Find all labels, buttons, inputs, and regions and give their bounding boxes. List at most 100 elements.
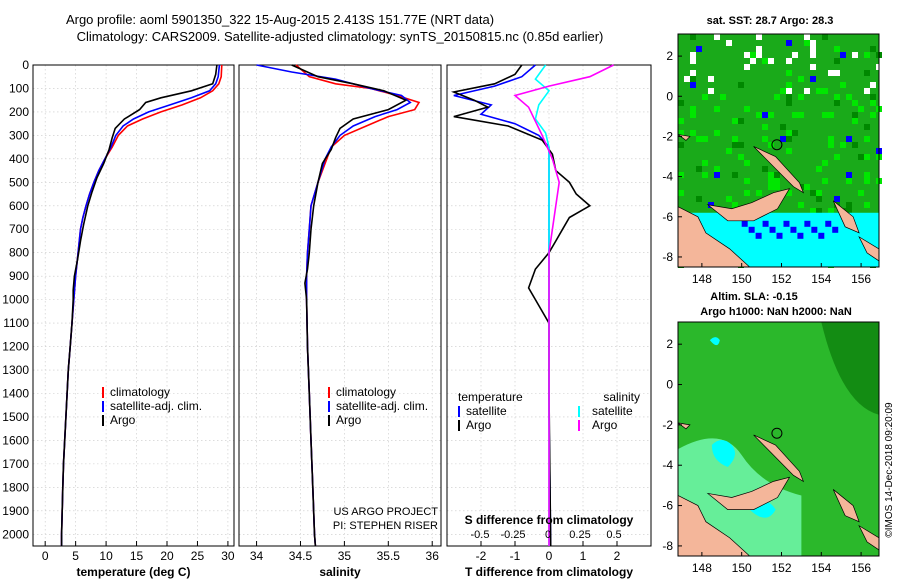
legend-swatch (102, 415, 104, 426)
plot-frame (32, 64, 235, 547)
legend-label: satellite (466, 404, 507, 418)
map-x-tick-label: 152 (771, 561, 791, 575)
credit-project: US ARGO PROJECT (333, 506, 438, 518)
map-pixel (732, 172, 738, 178)
map-pixel (690, 52, 696, 58)
map-pixel (798, 76, 804, 82)
map-pixel (708, 76, 714, 82)
x-tick-label: 1 (580, 549, 587, 563)
map-pixel (744, 190, 750, 196)
x-tick-label-top: 0.25 (569, 529, 590, 541)
map-pixel (834, 58, 840, 64)
x-tick-label-top: -0.25 (500, 529, 525, 541)
map-pixel (702, 160, 708, 166)
y-tick-label: 800 (9, 246, 29, 260)
map-pixel (846, 202, 852, 208)
map-pixel (846, 178, 852, 184)
map-y-tick-label: 0 (666, 378, 673, 392)
map-y-tick-label: 2 (666, 337, 673, 351)
map-y-tick-label: 2 (666, 49, 673, 63)
legend-label: satellite-adj. clim. (336, 399, 428, 413)
map-pixel (834, 70, 840, 76)
x-tick-label: 0 (546, 549, 553, 563)
map-pixel (792, 52, 798, 58)
map-pixel (810, 52, 816, 58)
map-pixel (786, 130, 792, 136)
legend-label: satellite (592, 404, 633, 418)
map-pixel (810, 46, 816, 52)
map-y-tick-label: 0 (666, 89, 673, 103)
map-pixel (864, 88, 870, 94)
map-pixel (690, 112, 696, 118)
map-pixel (786, 40, 792, 46)
map-pixel (852, 112, 858, 118)
map-pixel (690, 76, 696, 82)
map-x-tick-label: 156 (851, 561, 871, 575)
y-tick-label: 1600 (2, 433, 29, 447)
map-pixel (828, 70, 834, 76)
map-pixel (714, 166, 720, 172)
map-pixel (756, 46, 762, 52)
legend-swatch (458, 406, 460, 417)
map-pixel (786, 82, 792, 88)
map-frame (677, 321, 880, 557)
map-pixel (816, 208, 822, 214)
legend-swatch (328, 415, 330, 426)
map-pixel (786, 190, 792, 196)
map-pixel (748, 226, 755, 233)
map-pixel (780, 88, 786, 94)
y-tick-label: 1400 (2, 386, 29, 400)
series-line-satellite-adj-clim- (256, 64, 412, 547)
legend-label: Argo (336, 413, 362, 427)
map-pixel (804, 184, 810, 190)
series-line-salinity-argo (513, 64, 614, 546)
map-pixel (678, 118, 684, 124)
map-pixel (744, 106, 750, 112)
map-pixel (768, 142, 774, 148)
map-pixel (852, 118, 858, 124)
land-new-ireland (753, 434, 805, 483)
map-pixel (816, 166, 822, 172)
map-pixel (756, 52, 762, 58)
map-pixel (714, 106, 720, 112)
y-tick-label: 0 (22, 58, 29, 72)
map-pixel (870, 94, 876, 100)
map-pixel (780, 124, 786, 130)
map-pixel (825, 220, 832, 227)
map-pixel (804, 40, 810, 46)
map-y-tick-label: -4 (662, 170, 673, 184)
x-tick-label-top: -0.5 (471, 529, 490, 541)
map-pixel (870, 46, 876, 52)
x-tick-label: 5 (72, 549, 79, 563)
map-pixel (684, 76, 690, 82)
map-pixel (822, 112, 828, 118)
map-pixel (870, 112, 876, 118)
map-y-tick-label: -6 (662, 499, 673, 513)
map-pixel (786, 88, 792, 94)
map-pixel (816, 88, 822, 94)
map-pixel (870, 100, 876, 106)
y-tick-label: 700 (9, 222, 29, 236)
map-pixel (732, 118, 738, 124)
map-pixel (738, 142, 744, 148)
map-pixel (768, 58, 774, 64)
legend-swatch (328, 401, 330, 412)
map-pixel (708, 88, 714, 94)
map-pixel (732, 136, 738, 142)
map-pixel (762, 124, 768, 130)
y-tick-label: 1200 (2, 340, 29, 354)
map-pixel (828, 136, 834, 142)
map-pixel (744, 64, 750, 70)
grid (239, 64, 441, 546)
map-pixel (840, 82, 846, 88)
x-tick-label: -2 (476, 549, 487, 563)
map-pixel (798, 94, 804, 100)
map-pixel (726, 148, 732, 154)
map-pixel (714, 172, 720, 178)
map-pixel (852, 100, 858, 106)
x-axis-label: salinity (319, 565, 361, 579)
series-line-argo (291, 64, 408, 547)
map-pixel (690, 70, 696, 76)
map-pixel (756, 190, 762, 196)
map-pixel (834, 94, 840, 100)
